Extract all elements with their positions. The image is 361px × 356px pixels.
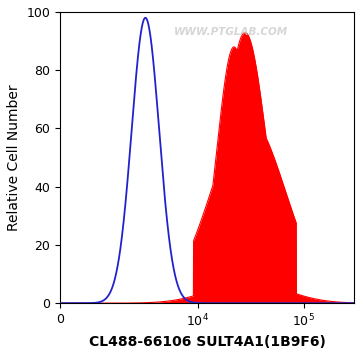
Y-axis label: Relative Cell Number: Relative Cell Number: [7, 84, 21, 231]
Text: WWW.PTGLAB.COM: WWW.PTGLAB.COM: [174, 26, 288, 37]
X-axis label: CL488-66106 SULT4A1(1B9F6): CL488-66106 SULT4A1(1B9F6): [89, 335, 326, 349]
